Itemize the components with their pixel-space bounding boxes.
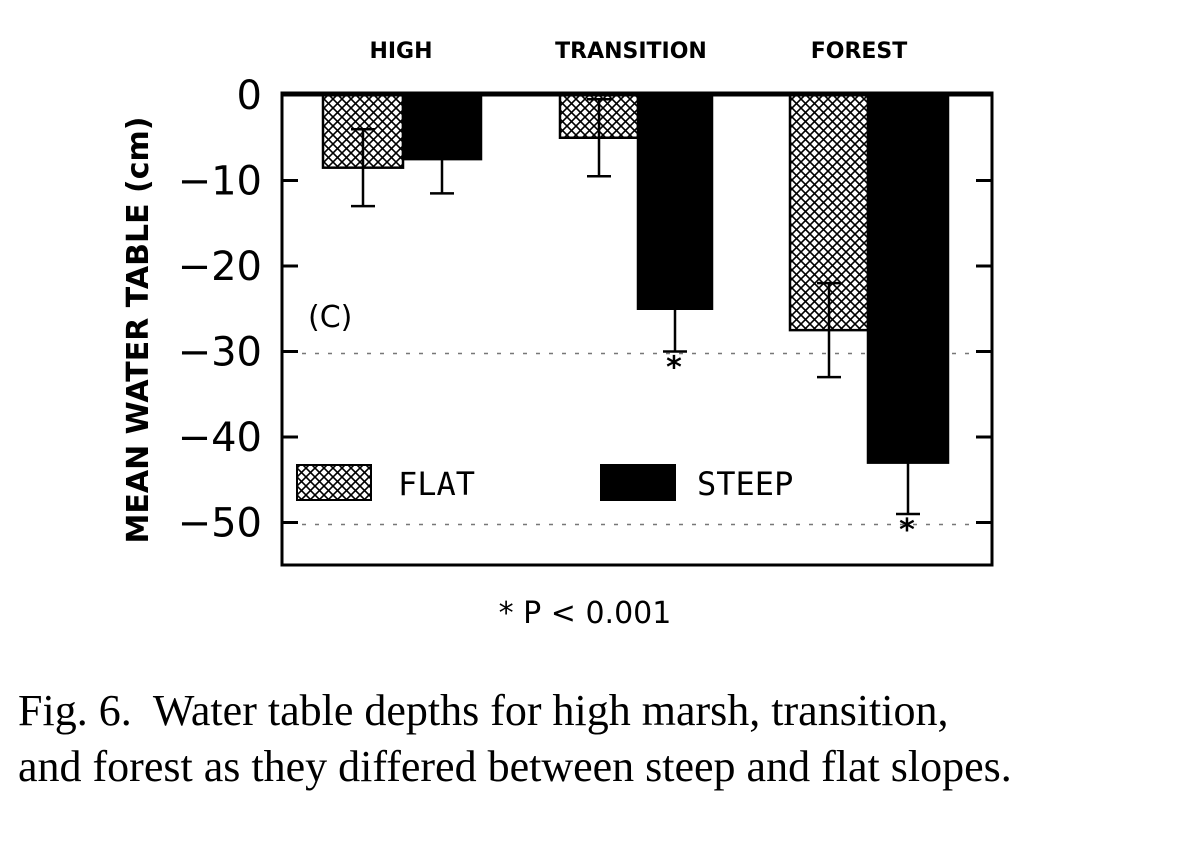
legend-label-steep: STEEP (697, 465, 793, 503)
figure-caption: Fig. 6. Water table depths for high mars… (18, 683, 1193, 795)
bar-chart: 0−10−20−30−40−50 ** HIGH TRANSITION FOREST… (121, 39, 994, 631)
legend: FLAT STEEP (296, 464, 793, 503)
y-tick-label: −30 (178, 330, 262, 376)
category-label-high: HIGH (369, 39, 432, 64)
legend-label-flat: FLAT (398, 465, 475, 503)
caption-line-2: and forest as they differed between stee… (18, 742, 1012, 791)
category-labels: HIGH TRANSITION FOREST (369, 39, 907, 64)
bar-steep-forest (866, 93, 950, 464)
panel-label: (C) (308, 300, 352, 335)
y-tick-label: −50 (178, 501, 262, 547)
category-label-transition: TRANSITION (555, 39, 707, 64)
significance-footnote: * P < 0.001 (499, 596, 672, 631)
category-label-forest: FOREST (811, 39, 908, 64)
significance-star: * (666, 351, 682, 386)
y-tick-label: −40 (178, 415, 262, 461)
y-axis-ticks: 0 −10 −20 −30 −40 −50 (178, 73, 992, 547)
plot-frame (280, 91, 994, 567)
significance-star: * (899, 513, 915, 548)
y-tick-label: −20 (178, 244, 262, 290)
legend-swatch-flat (296, 464, 372, 501)
caption-line-1: Fig. 6. Water table depths for high mars… (18, 686, 949, 735)
bars: ** (282, 93, 992, 548)
y-axis-label: MEAN WATER TABLE (cm) (121, 117, 156, 544)
legend-swatch-steep (600, 464, 676, 501)
y-tick-label: −10 (178, 159, 262, 205)
y-tick-label: 0 (237, 73, 262, 119)
